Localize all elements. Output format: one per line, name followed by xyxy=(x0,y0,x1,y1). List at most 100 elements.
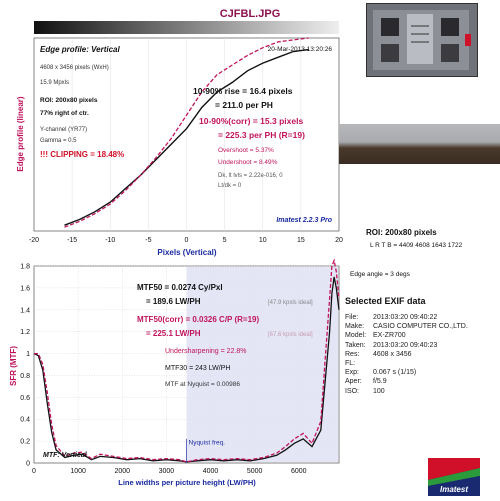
exif-row: Exp: 0.067 s (1/15) xyxy=(345,368,468,377)
exif-key: Res: xyxy=(345,350,360,358)
exif-key: Make: xyxy=(345,323,365,331)
imatest-logo-text: Imatest xyxy=(440,485,468,494)
mtf50corr-ideal: [67.6 kpxls ideal] xyxy=(268,332,313,338)
exif-key: ISO: xyxy=(345,387,360,395)
exif-value: 100 xyxy=(373,387,385,395)
imatest-logo: Imatest xyxy=(428,458,480,496)
mtf50-line-1: MTF50 = 0.0274 Cy/Pxl xyxy=(137,283,223,292)
exif-key: Model: xyxy=(345,332,367,340)
mtf-x-tick-label: 3000 xyxy=(159,468,175,475)
rise-line-2: = 211.0 per PH xyxy=(215,100,273,110)
mtf-x-tick-label: 5000 xyxy=(247,468,263,475)
edge-x-tick-label: 10 xyxy=(259,237,267,244)
exif-value: f/5.9 xyxy=(373,378,387,386)
exif-value: 2013:03:20 09:40:22 xyxy=(373,314,438,321)
mtf30-text: MTF30 = 243 LW/PH xyxy=(165,365,230,372)
mtf-y-tick-label: 0.2 xyxy=(20,439,30,446)
exif-title: Selected EXIF data xyxy=(345,296,426,306)
mtf-series-corrected xyxy=(34,258,340,463)
exif-table: File: 2013:03:20 09:40:22 Make: CASIO COMPU… xyxy=(345,313,468,396)
edge-gradient-strip xyxy=(34,21,339,34)
mtf-x-tick-label: 2000 xyxy=(114,468,130,475)
mtf50-line-2: = 189.6 LW/PH xyxy=(146,297,201,306)
nyquist-shaded-region xyxy=(186,267,338,462)
edge-roi-line-2: 77% right of ctr. xyxy=(40,110,89,117)
mtf50corr-line-2: = 225.1 LW/PH xyxy=(146,329,201,338)
exif-value: 4608 x 3456 xyxy=(373,350,412,358)
exif-value: EX-ZR700 xyxy=(373,332,406,340)
roi-label: ROI: 200x80 pixels xyxy=(366,228,437,237)
exif-key: Taken: xyxy=(345,341,366,349)
edge-chart-title: Edge profile: Vertical xyxy=(40,45,121,54)
undershoot-line: Undershoot = 8.49% xyxy=(218,159,278,166)
edge-channel-line-2: Gamma = 0.5 xyxy=(40,138,77,144)
exif-row: Res: 4608 x 3456 xyxy=(345,350,468,359)
edge-x-tick-label: 0 xyxy=(185,237,189,244)
exif-key: File: xyxy=(345,314,359,321)
noise-line-1: Dk, lt lvls = 2.22e-016, 0 xyxy=(218,173,283,179)
exif-row: ISO: 100 xyxy=(345,387,468,396)
exif-row: Make: CASIO COMPUTER CO.,LTD. xyxy=(345,322,468,331)
exif-row: FL: xyxy=(345,359,468,368)
mtf-x-tick-label: 0 xyxy=(32,468,36,475)
edge-x-tick-label: -15 xyxy=(67,237,77,244)
mtf50corr-line-1: MTF50(corr) = 0.0326 C/P (R=19) xyxy=(137,315,259,324)
roi-crop-image xyxy=(339,124,500,164)
mtf-chart-title: MTF: Vertical xyxy=(43,452,88,459)
mtf-y-tick-label: 0.4 xyxy=(20,417,30,424)
mtf-x-tick-label: 1000 xyxy=(70,468,86,475)
exif-value: 2013:03:20 09:40:23 xyxy=(373,341,438,349)
undersharpening-text: Undersharpening = 22.8% xyxy=(165,348,247,355)
exif-row: Model: EX-ZR700 xyxy=(345,331,468,340)
roi-lrtb: L R T B = 4409 4608 1643 1722 xyxy=(370,242,463,249)
file-name-title: CJFBL.JPG xyxy=(219,8,281,20)
noise-line-2: Lt/dk = 0 xyxy=(218,183,242,189)
mtf-y-tick-label: 0 xyxy=(26,461,30,468)
mtf-x-tick-label: 6000 xyxy=(291,468,307,475)
edge-info-line-1: 4608 x 3456 pixels (WxH) xyxy=(40,65,109,71)
mtf-y-tick-label: 1 xyxy=(26,351,30,358)
mtf-y-tick-label: 1.4 xyxy=(20,307,30,314)
mtf-y-tick-label: 1.8 xyxy=(20,264,30,271)
edge-x-tick-label: 20 xyxy=(335,237,343,244)
rise-line-1: 10-90% rise = 16.4 pixels xyxy=(193,86,293,96)
edge-series-measured xyxy=(64,48,309,226)
edge-x-axis-label: Pixels (Vertical) xyxy=(157,248,216,257)
exif-row: Aper: f/5.9 xyxy=(345,377,468,386)
edge-chart-timestamp: 20-Mar-2013 13:20:26 xyxy=(268,46,333,53)
overshoot-line: Overshoot = 5.37% xyxy=(218,147,274,154)
edge-x-tick-label: 15 xyxy=(297,237,305,244)
mtf-y-tick-label: 0.8 xyxy=(20,373,30,380)
edge-y-axis-label: Edge profile (linear) xyxy=(16,96,25,171)
mtf-y-tick-label: 1.2 xyxy=(20,329,30,336)
rise-corr-line-1: 10-90%(corr) = 15.3 pixels xyxy=(199,116,303,126)
edge-x-tick-label: -10 xyxy=(105,237,115,244)
mtf-y-tick-label: 0.6 xyxy=(20,395,30,402)
mtf-x-tick-label: 4000 xyxy=(203,468,219,475)
mtf-x-axis-label: Line widths per picture height (LW/PH) xyxy=(118,478,256,487)
edge-x-tick-label: -5 xyxy=(145,237,151,244)
clipping-warning: !!! CLIPPING = 18.48% xyxy=(40,150,124,159)
exif-key: Exp: xyxy=(345,369,360,377)
edge-roi-line-1: ROI: 200x80 pixels xyxy=(40,97,98,104)
edge-channel-line-1: Y-channel (YR77) xyxy=(40,127,87,133)
exif-value: 0.067 s (1/15) xyxy=(373,369,417,377)
imatest-version-badge: Imatest 2.2.3 Pro xyxy=(276,217,332,224)
exif-key: Aper: xyxy=(345,378,362,386)
rise-corr-line-2: = 225.3 per PH (R=19) xyxy=(218,130,305,140)
chart-thumbnail xyxy=(366,3,478,77)
edge-x-tick-label: 5 xyxy=(223,237,227,244)
mtf50-ideal: [47.9 kpxls ideal] xyxy=(268,300,313,306)
edge-angle: Edge angle = 3 degs xyxy=(350,271,410,278)
mtf-y-axis-label: SFR (MTF) xyxy=(9,346,18,386)
exif-row: Taken: 2013:03:20 09:40:23 xyxy=(345,341,468,350)
nyquist-mtf-text: MTF at Nyquist = 0.00986 xyxy=(165,381,240,388)
nyquist-label: Nyquist freq. xyxy=(189,439,226,446)
exif-value: CASIO COMPUTER CO.,LTD. xyxy=(373,323,468,331)
mtf-y-tick-label: 1.6 xyxy=(20,285,30,292)
mtf-series-measured xyxy=(33,276,340,463)
edge-x-tick-label: -20 xyxy=(29,237,39,244)
edge-series-corrected xyxy=(64,37,309,228)
exif-key: FL: xyxy=(345,360,356,368)
